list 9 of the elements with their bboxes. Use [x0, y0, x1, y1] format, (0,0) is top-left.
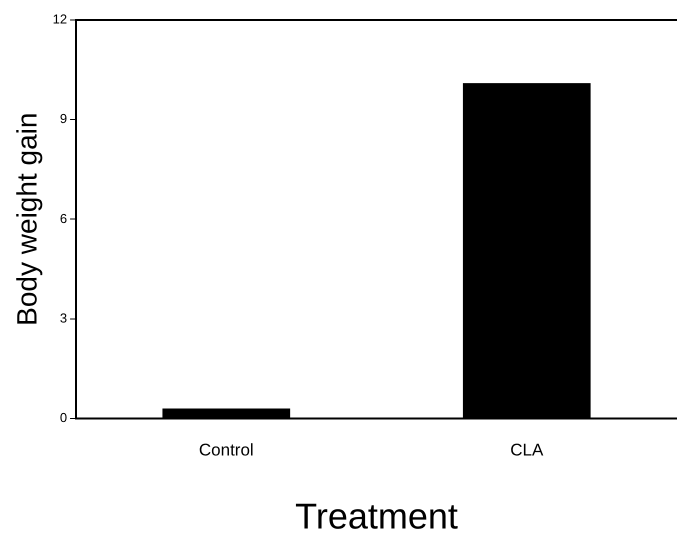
y-tick-label: 0: [60, 410, 68, 425]
y-tick-label: 9: [60, 111, 68, 126]
y-tick-label: 12: [52, 12, 68, 27]
x-axis-title: Treatment: [295, 495, 458, 536]
y-tick-label: 6: [60, 210, 68, 226]
x-tick-label: CLA: [510, 440, 544, 460]
y-axis-title: Body weight gain: [12, 112, 43, 326]
y-tick-label: 3: [60, 310, 68, 326]
x-tick-label: Control: [198, 440, 254, 460]
